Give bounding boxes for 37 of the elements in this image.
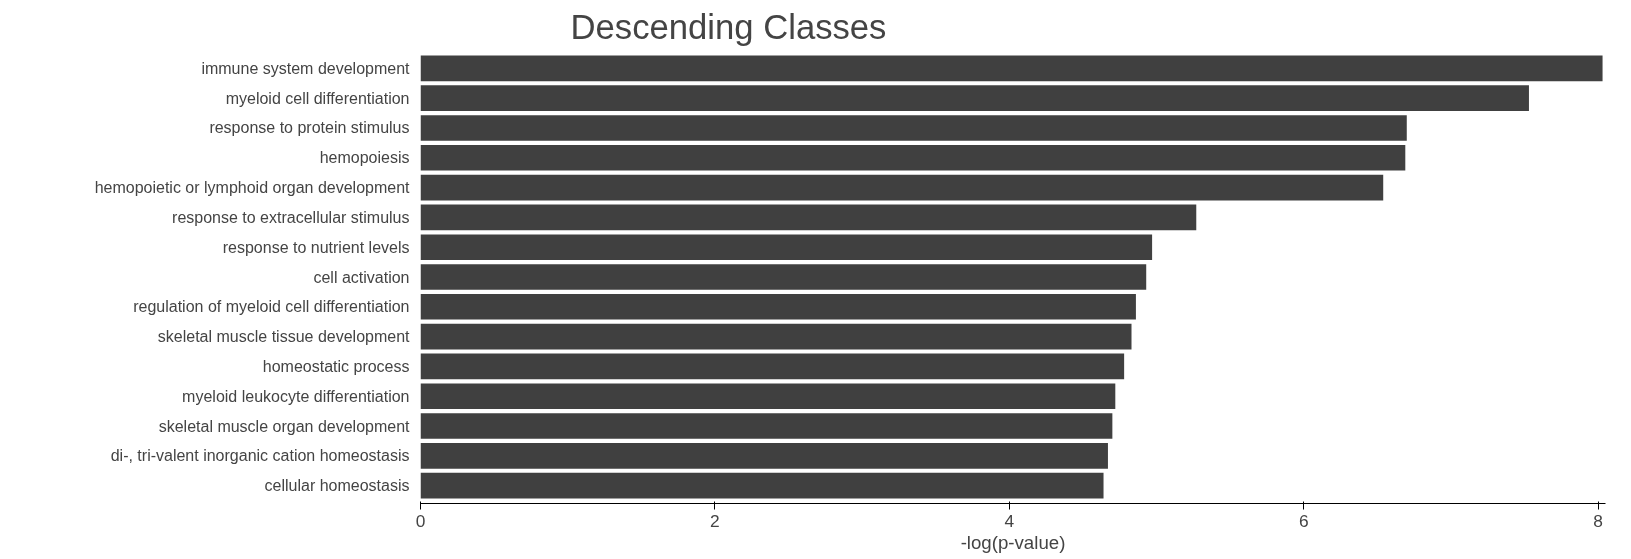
bar (420, 383, 1116, 410)
x-tick-label: 6 (1298, 510, 1309, 531)
x-axis-title: -log(p-value) (960, 531, 1066, 553)
y-tick-label: di-, tri-valent inorganic cation homeostasis (110, 447, 410, 465)
bar (420, 55, 1603, 82)
chart-title: Descending Classes (570, 7, 887, 46)
y-tick-label: skeletal muscle tissue development (157, 328, 411, 346)
y-tick-label: response to nutrient levels (222, 238, 410, 256)
bar (420, 353, 1125, 380)
bar (420, 323, 1132, 350)
bar (420, 264, 1147, 290)
bar (420, 85, 1529, 111)
bar (420, 204, 1197, 231)
bar (420, 234, 1153, 261)
bar (420, 443, 1108, 469)
bar (420, 293, 1136, 320)
bar (420, 472, 1104, 499)
y-tick-label: hemopoietic or lymphoid organ development (94, 179, 411, 197)
x-tick-label: 2 (710, 510, 720, 531)
bar (420, 115, 1407, 141)
y-tick-label: myeloid leukocyte differentiation (182, 387, 410, 405)
bar (420, 413, 1113, 439)
x-tick-label: 8 (1593, 510, 1603, 531)
x-tick-label: 4 (1004, 510, 1015, 531)
y-tick-label: cellular homeostasis (264, 477, 410, 495)
bar (420, 144, 1406, 171)
y-tick-label: skeletal muscle organ development (158, 417, 411, 435)
x-tick-label: 0 (415, 510, 426, 531)
y-tick-label: regulation of myeloid cell differentiation (133, 298, 410, 316)
y-tick-label: cell activation (313, 268, 410, 286)
y-tick-label: myeloid cell differentiation (225, 89, 410, 107)
y-tick-label: response to extracellular stimulus (172, 208, 410, 226)
y-tick-label: hemopoiesis (319, 149, 410, 167)
bar (420, 174, 1384, 201)
y-tick-label: immune system development (201, 59, 411, 77)
y-tick-label: homeostatic process (262, 357, 410, 375)
y-tick-label: response to protein stimulus (209, 119, 410, 137)
